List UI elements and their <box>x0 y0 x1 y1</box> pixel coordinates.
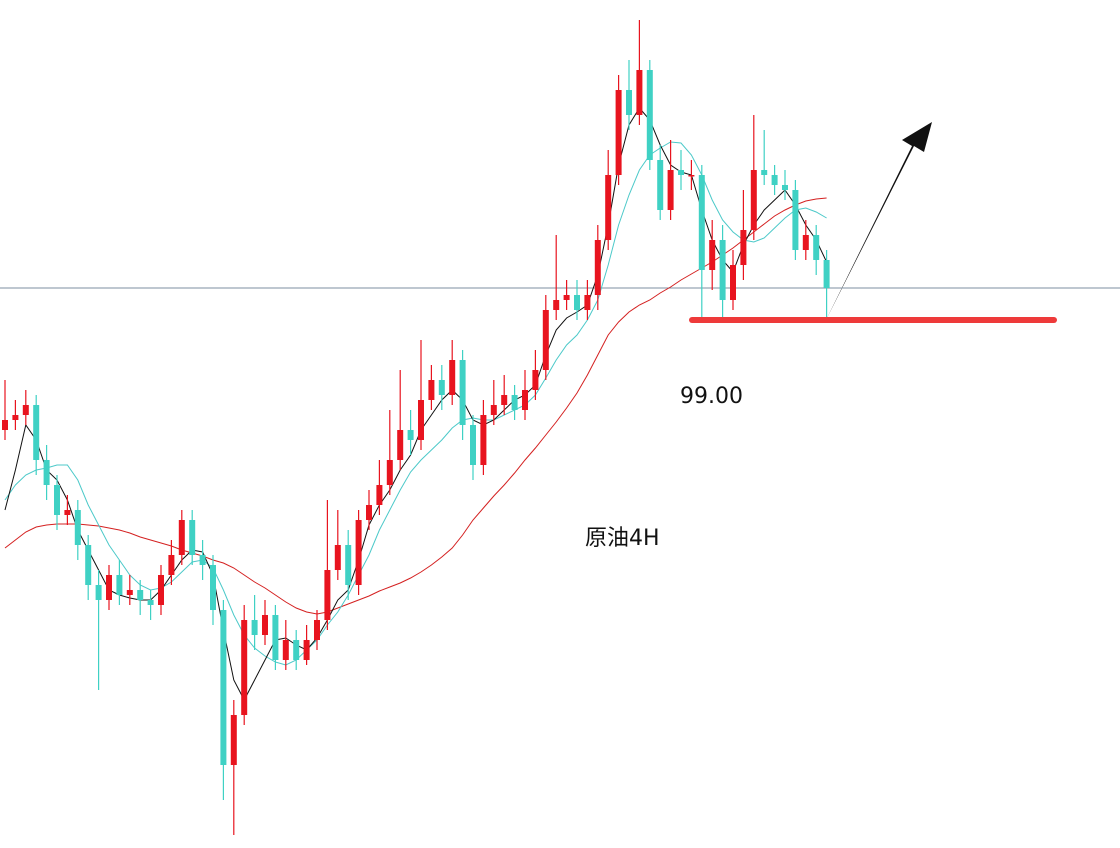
candle-body <box>95 585 102 600</box>
candle-body <box>605 175 612 240</box>
candle-body <box>594 240 601 295</box>
candle-body <box>626 90 632 115</box>
candle-body <box>230 715 237 765</box>
candle-body <box>771 175 778 185</box>
candle-body <box>2 420 8 430</box>
candle-body <box>314 620 320 640</box>
candle-body <box>355 520 362 585</box>
candle-body <box>792 190 799 250</box>
candle-body <box>210 565 216 610</box>
candle-body <box>782 185 788 190</box>
candle-body <box>282 640 289 660</box>
arrow <box>826 122 932 320</box>
moving-average <box>4 141 827 666</box>
candle-body <box>345 545 352 585</box>
candle-body <box>470 425 476 465</box>
candle-body <box>532 370 539 390</box>
candle-body <box>220 610 227 765</box>
candle-body <box>459 360 466 425</box>
candle-body <box>251 620 258 635</box>
candle-body <box>22 405 29 415</box>
candle-body <box>54 485 60 515</box>
candle-body <box>802 235 809 250</box>
candle-body <box>522 390 528 410</box>
candle-body <box>678 170 684 175</box>
moving-average <box>4 197 827 615</box>
candle-body <box>158 575 164 605</box>
candle-body <box>667 170 674 210</box>
candle-body <box>480 415 487 465</box>
candle-body <box>574 295 580 310</box>
candle-body <box>490 405 497 415</box>
candle-body <box>657 160 664 210</box>
candle-body <box>241 620 248 715</box>
candle-body <box>324 570 331 620</box>
candle-body <box>376 485 383 505</box>
candle-body <box>64 510 71 515</box>
candle-body <box>189 520 196 555</box>
candle-body <box>199 555 206 565</box>
candle-body <box>126 590 133 595</box>
candle-body <box>12 415 19 420</box>
candle-body <box>719 240 726 300</box>
support-label: 99.00 <box>680 384 743 409</box>
candle-body <box>293 640 300 660</box>
candle-body <box>137 590 144 600</box>
candle-body <box>823 260 830 288</box>
candle-body <box>698 175 705 270</box>
candle-body <box>178 520 185 555</box>
candle-body <box>646 70 653 160</box>
candle-body <box>709 240 716 270</box>
candle-body <box>740 230 747 265</box>
candle-body <box>813 235 820 260</box>
candle-body <box>553 300 560 310</box>
candle-body <box>334 545 341 570</box>
candle-body <box>615 90 622 175</box>
candle-body <box>85 545 92 585</box>
candle-body <box>168 555 175 575</box>
candle-body <box>688 175 695 177</box>
candle-body <box>542 310 549 370</box>
candle-body <box>74 510 81 545</box>
candle-body <box>501 395 508 405</box>
chart-title: 原油4H <box>585 526 660 551</box>
candle-body <box>262 615 268 635</box>
candle-body <box>418 400 424 440</box>
candle-body <box>730 265 736 300</box>
candle-body <box>303 640 310 660</box>
candle-body <box>397 430 404 460</box>
candle-body <box>761 170 768 175</box>
candle-body <box>366 505 372 520</box>
candle-body <box>750 170 757 230</box>
candle-body <box>563 295 570 300</box>
candle-body <box>511 395 518 410</box>
candle-body <box>272 615 279 660</box>
candle-body <box>636 70 643 115</box>
candle-body <box>106 575 112 600</box>
candle-body <box>147 600 154 605</box>
candle-body <box>407 430 414 440</box>
candle-body <box>449 360 456 395</box>
candle-body <box>33 405 40 460</box>
candle-body <box>584 295 591 310</box>
candle-body <box>386 460 393 485</box>
candle-body <box>428 380 435 400</box>
candle-body <box>43 460 50 485</box>
candle-body <box>438 380 445 395</box>
candle-body <box>116 575 123 595</box>
